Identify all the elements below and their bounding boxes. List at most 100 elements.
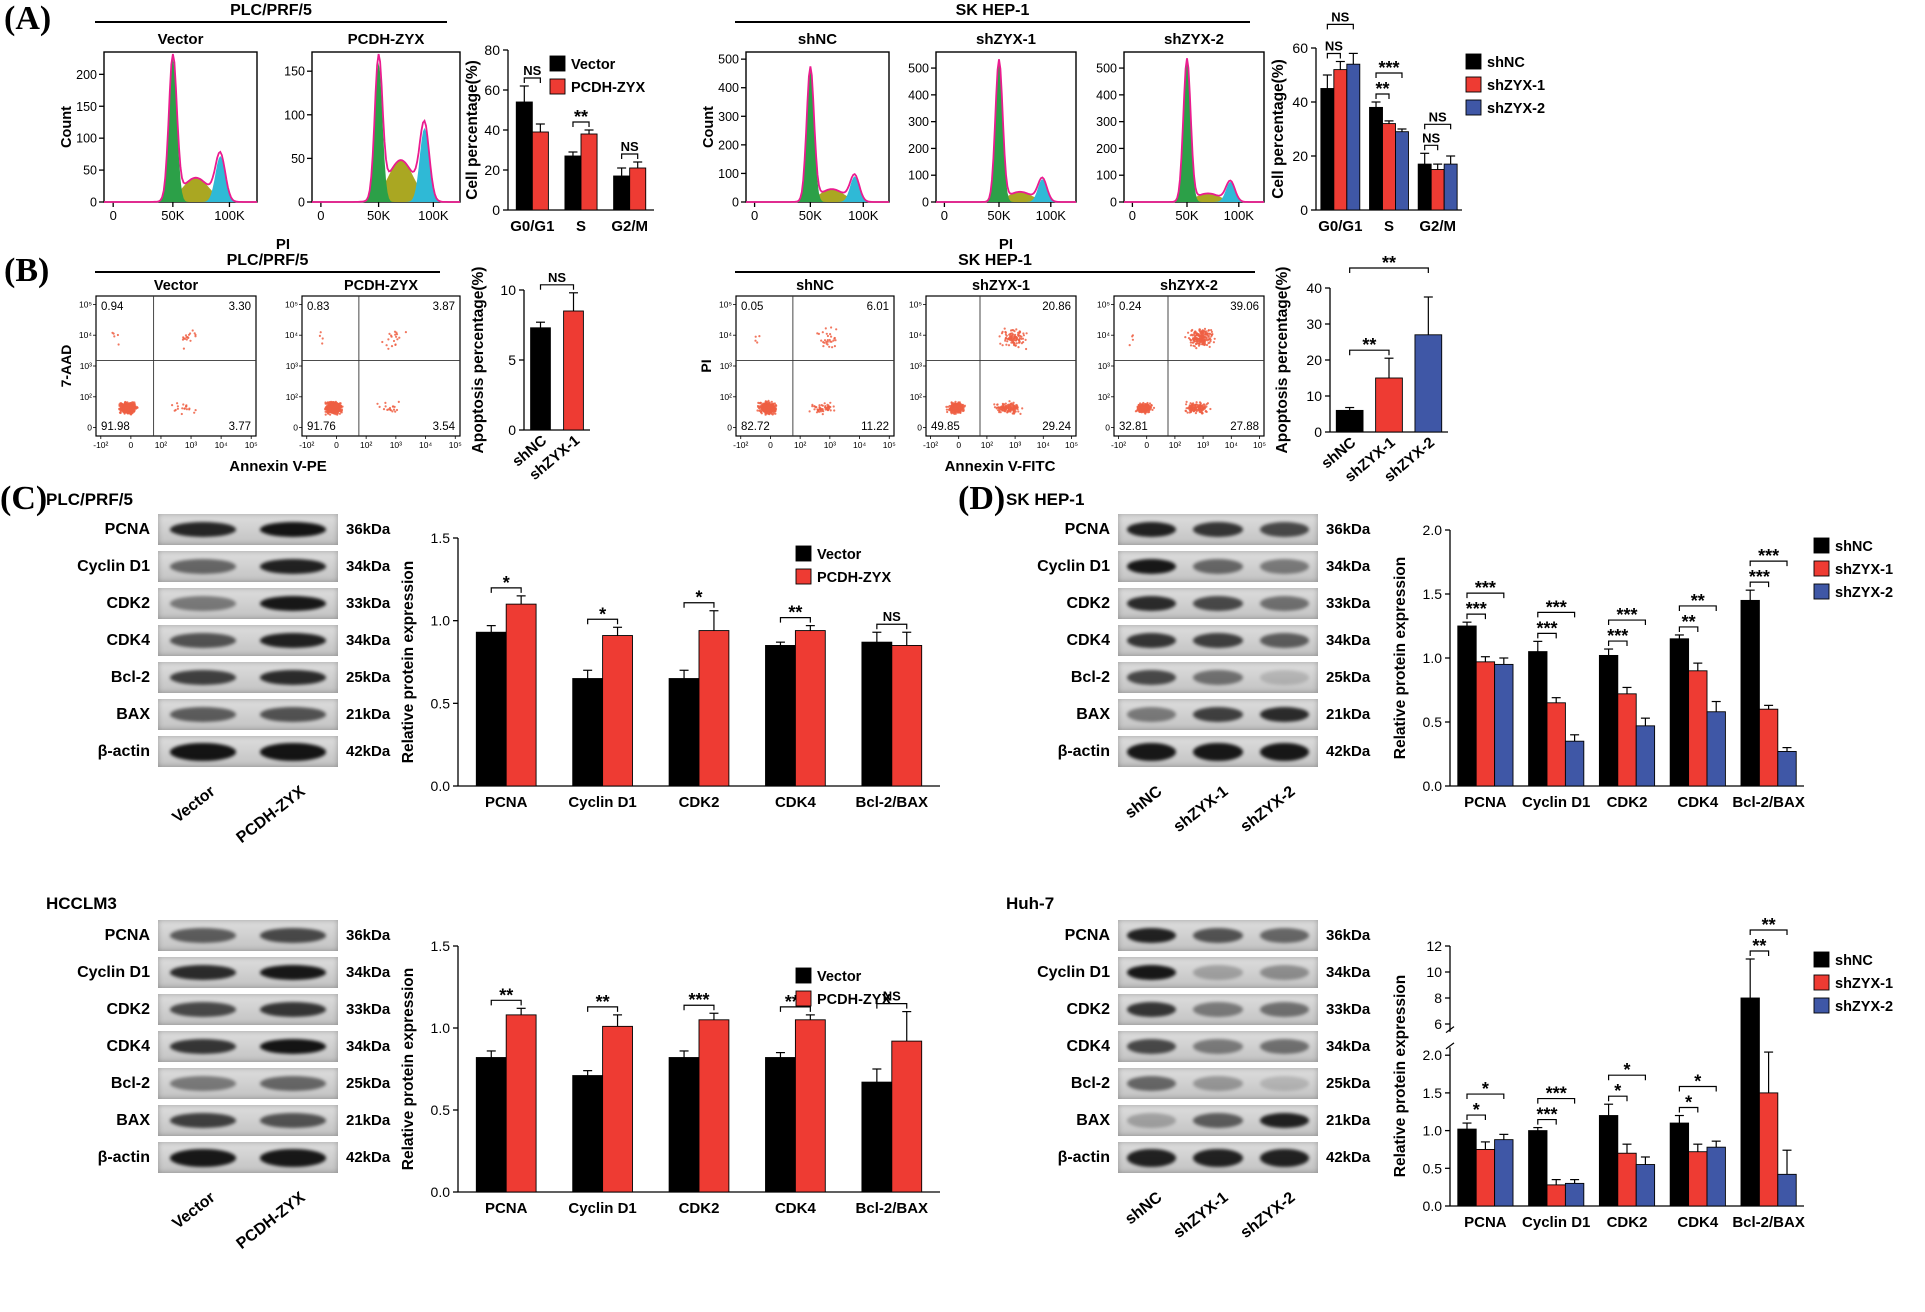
- svg-text:**: **: [788, 603, 802, 623]
- svg-text:shZYX-2: shZYX-2: [1487, 101, 1545, 117]
- svg-text:40: 40: [484, 122, 500, 138]
- svg-text:100K: 100K: [848, 208, 879, 223]
- flow-histogram-shzyx2: shZYX-2 0 100 200 300 400 500 0 50K 100K: [1078, 28, 1270, 236]
- svg-text:0: 0: [317, 208, 324, 223]
- svg-text:NS: NS: [621, 139, 639, 154]
- svg-text:1.0: 1.0: [431, 613, 451, 629]
- blot-strip: [1118, 736, 1318, 767]
- svg-text:10⁵: 10⁵: [1253, 440, 1266, 450]
- svg-text:500: 500: [908, 62, 929, 76]
- flow-curve: [936, 59, 1076, 203]
- svg-text:10³: 10³: [390, 440, 402, 450]
- svg-text:G0/G1: G0/G1: [510, 218, 554, 235]
- svg-text:10³: 10³: [185, 440, 197, 450]
- svg-text:10⁴: 10⁴: [853, 440, 866, 450]
- kda-label: 34kDa: [1326, 964, 1371, 981]
- blot-band: [1260, 928, 1310, 943]
- svg-text:10²: 10²: [360, 440, 372, 450]
- svg-text:0: 0: [922, 196, 929, 210]
- svg-text:**: **: [1762, 915, 1776, 935]
- svg-text:-10²: -10²: [93, 440, 108, 450]
- svg-text:1.0: 1.0: [431, 1020, 451, 1036]
- svg-text:400: 400: [1096, 88, 1117, 102]
- svg-text:91.76: 91.76: [307, 421, 336, 433]
- svg-text:10³: 10³: [720, 361, 732, 371]
- svg-text:0: 0: [129, 440, 134, 450]
- svg-text:**: **: [596, 992, 610, 1012]
- blot-strip: [1118, 662, 1318, 693]
- svg-text:10⁴: 10⁴: [215, 440, 228, 450]
- svg-text:0.24: 0.24: [1119, 301, 1142, 313]
- blot-band: [1126, 1113, 1176, 1128]
- svg-text:PI: PI: [700, 359, 714, 372]
- blot-band: [1260, 965, 1310, 980]
- svg-text:200: 200: [908, 142, 929, 156]
- kda-label: 36kDa: [346, 927, 391, 944]
- flow-histogram-shzyx1: shZYX-1 0 100 200 300 400 500 0 50K 100K: [890, 28, 1082, 236]
- svg-text:-10²: -10²: [733, 440, 748, 450]
- header-line: [95, 271, 440, 273]
- svg-text:*: *: [503, 573, 510, 593]
- svg-text:10²: 10²: [981, 440, 993, 450]
- kda-label: 33kDa: [1326, 1001, 1371, 1018]
- blot-band: [169, 707, 237, 722]
- apoptosis-scatter-shzyx2: shZYX-2 10⁵ 10⁴ 10³ 10² 0 -10² 0 10² 10³ 10⁴ 10⁵ 0.2…: [1078, 276, 1270, 466]
- blot-band: [1260, 596, 1310, 611]
- bar-chart-protein-huh7: 0.0 0.5 1.0 1.5 2.0 6 8 10 12 Relative protein ex…: [1392, 915, 1893, 1231]
- svg-text:10²: 10²: [1169, 440, 1181, 450]
- blot-band: [259, 742, 327, 761]
- svg-text:500: 500: [1096, 62, 1117, 76]
- flow-histogram-pcdh-zyx: PCDH-ZYX 0 50 100 150 0 50K 100K: [266, 28, 466, 236]
- svg-text:*: *: [1482, 1079, 1489, 1099]
- blot-strip: [1118, 625, 1318, 656]
- svg-text:0: 0: [492, 202, 500, 218]
- svg-text:49.85: 49.85: [931, 421, 960, 433]
- svg-text:***: ***: [1378, 58, 1399, 78]
- blot-band: [1193, 596, 1243, 611]
- svg-text:2.0: 2.0: [1423, 522, 1443, 538]
- blot-strip: [158, 736, 338, 767]
- blot-band: [1193, 1076, 1243, 1091]
- svg-text:NS: NS: [883, 989, 901, 1004]
- blot-band: [1193, 1113, 1243, 1128]
- svg-text:300: 300: [718, 110, 739, 124]
- blot-band: [259, 559, 327, 574]
- western-blot-hcclm3: PCNA 36kDa Cyclin D1 34kDa CDK2 33kDa CDK4 34kD…: [46, 920, 398, 1270]
- svg-text:Bcl-2/BAX: Bcl-2/BAX: [1732, 794, 1805, 811]
- kda-label: 21kDa: [1326, 1112, 1371, 1129]
- svg-text:NS: NS: [1325, 39, 1343, 54]
- svg-text:10: 10: [1426, 964, 1442, 980]
- blot-band: [1260, 1076, 1310, 1091]
- flow-curve: [746, 66, 889, 203]
- protein-label: β-actin: [1057, 1149, 1110, 1166]
- blot-band: [1126, 707, 1176, 722]
- panel-b-plc-header: PLC/PRF/5: [95, 252, 440, 273]
- protein-label: β-actin: [97, 1149, 150, 1166]
- svg-text:200: 200: [76, 68, 97, 82]
- svg-text:shZYX-1: shZYX-1: [976, 31, 1036, 48]
- blot-band: [1126, 928, 1176, 943]
- svg-text:***: ***: [1749, 567, 1770, 587]
- svg-text:PCDH-ZYX: PCDH-ZYX: [817, 992, 891, 1008]
- blot-band: [259, 1076, 327, 1091]
- blot-band: [1193, 742, 1243, 761]
- svg-text:10²: 10²: [794, 440, 806, 450]
- flow-histogram-shnc: shNC 0 100 200 300 400 500 0 50K 100K Count: [700, 28, 895, 236]
- svg-text:**: **: [1682, 612, 1696, 632]
- svg-text:shNC: shNC: [1835, 953, 1873, 969]
- svg-text:CDK4: CDK4: [1677, 1214, 1718, 1231]
- apoptosis-scatter-shnc: shNC PI 10⁵ 10⁴ 10³ 10² 0 -10² 0 10² 10³ 10⁴ 10⁵ 0.05…: [698, 276, 900, 466]
- svg-text:*: *: [1694, 1072, 1701, 1092]
- svg-text:0: 0: [1129, 208, 1136, 223]
- svg-text:10²: 10²: [910, 392, 922, 402]
- svg-text:10⁵: 10⁵: [285, 299, 298, 309]
- protein-label: BAX: [116, 706, 150, 723]
- blot-band: [1193, 1039, 1243, 1054]
- svg-text:***: ***: [1758, 546, 1779, 566]
- cell-line-title: PLC/PRF/5: [230, 2, 312, 19]
- blot-strip: [158, 625, 338, 656]
- kda-label: 42kDa: [346, 1149, 391, 1166]
- legend: shNC shZYX-1 shZYX-2: [1813, 951, 1893, 1015]
